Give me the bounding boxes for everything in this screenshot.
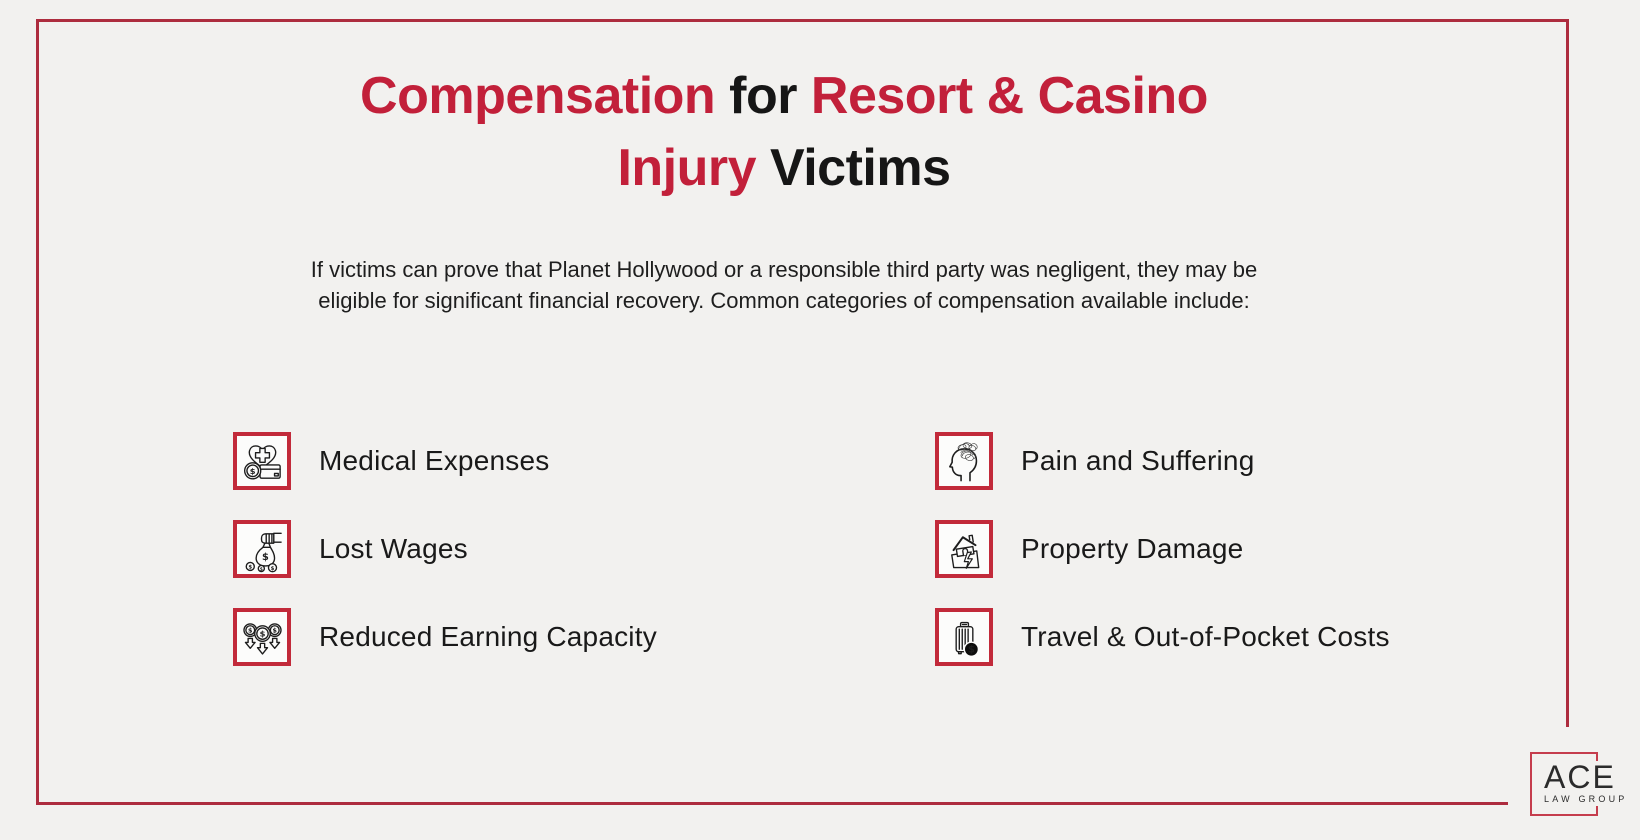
svg-text:$: $ xyxy=(262,552,269,563)
reduced-earning-capacity-icon: $ $ $ xyxy=(239,614,286,661)
title-word-resort-casino: Resort & Casino xyxy=(810,67,1209,125)
list-item-reduced-earning-capacity: $ $ $ Reduced Earning Capacity xyxy=(233,608,657,666)
title-word-for: for xyxy=(715,67,811,125)
pain-and-suffering-icon xyxy=(941,438,988,485)
ace-law-group-logo: ACE LAW GROUP xyxy=(1530,752,1628,822)
icon-frame: $ xyxy=(233,432,291,490)
title-word-compensation: Compensation xyxy=(360,67,716,125)
icon-frame: $ $ $ xyxy=(233,608,291,666)
page-title: Compensation for Resort & Casino Injury … xyxy=(0,60,1568,204)
svg-text:$: $ xyxy=(272,627,276,634)
frame-border-top xyxy=(36,19,1569,22)
items-column-right: Pain and Suffering Property Damage xyxy=(935,432,1390,696)
item-label: Lost Wages xyxy=(319,533,468,564)
logo-subtitle: LAW GROUP xyxy=(1544,794,1628,804)
svg-text:$: $ xyxy=(248,627,252,634)
intro-line-1: If victims can prove that Planet Hollywo… xyxy=(310,257,1258,282)
svg-text:$: $ xyxy=(270,565,274,571)
list-item-medical-expenses: $ Medical Expenses xyxy=(233,432,657,490)
svg-text:$: $ xyxy=(967,644,974,655)
item-label: Pain and Suffering xyxy=(1021,445,1255,476)
list-item-pain-and-suffering: Pain and Suffering xyxy=(935,432,1390,490)
item-label: Travel & Out-of-Pocket Costs xyxy=(1021,621,1390,652)
title-word-injury: Injury xyxy=(617,139,757,197)
medical-expenses-icon: $ xyxy=(239,438,286,485)
lost-wages-icon: $ $ $ $ xyxy=(239,526,286,573)
svg-text:$: $ xyxy=(249,465,255,475)
icon-frame xyxy=(935,432,993,490)
list-item-travel-costs: $ Travel & Out-of-Pocket Costs xyxy=(935,608,1390,666)
frame-border-right xyxy=(1566,19,1569,727)
svg-text:$: $ xyxy=(248,564,252,570)
intro-paragraph: If victims can prove that Planet Hollywo… xyxy=(219,254,1349,316)
svg-text:$: $ xyxy=(259,628,265,638)
list-item-property-damage: Property Damage xyxy=(935,520,1390,578)
frame-border-bottom xyxy=(36,802,1508,805)
frame-border-left xyxy=(36,19,39,805)
icon-frame: $ $ $ $ xyxy=(233,520,291,578)
logo-text: ACE LAW GROUP xyxy=(1544,759,1628,806)
item-label: Reduced Earning Capacity xyxy=(319,621,657,652)
travel-costs-icon: $ xyxy=(941,614,988,661)
logo-name: ACE xyxy=(1544,759,1616,795)
items-column-left: $ Medical Expenses $ $ xyxy=(233,432,657,696)
list-item-lost-wages: $ $ $ $ Lost Wages xyxy=(233,520,657,578)
property-damage-icon xyxy=(941,526,988,573)
icon-frame: $ xyxy=(935,608,993,666)
item-label: Property Damage xyxy=(1021,533,1244,564)
title-word-victims: Victims xyxy=(756,139,951,197)
item-label: Medical Expenses xyxy=(319,445,550,476)
svg-text:$: $ xyxy=(259,566,262,572)
icon-frame xyxy=(935,520,993,578)
intro-line-2: eligible for significant financial recov… xyxy=(318,288,1250,313)
